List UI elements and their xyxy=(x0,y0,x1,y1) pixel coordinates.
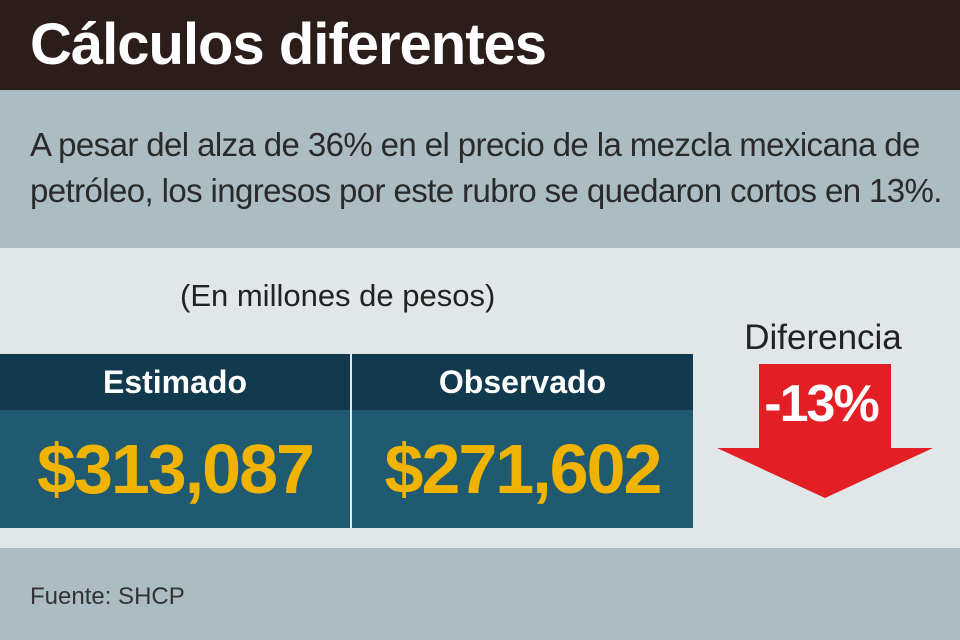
observed-value: $271,602 xyxy=(384,430,663,508)
down-arrow-icon xyxy=(717,364,933,498)
footer-band xyxy=(0,548,960,640)
observed-label: Observado xyxy=(352,354,693,410)
header-bar xyxy=(0,0,960,90)
estimated-value: $313,087 xyxy=(37,430,315,508)
estimated-label: Estimado xyxy=(0,354,350,410)
page-title: Cálculos diferentes xyxy=(30,12,547,77)
source-text: Fuente: SHCP xyxy=(30,583,185,610)
difference-label: Diferencia xyxy=(744,318,902,357)
units-label: (En millones de pesos) xyxy=(180,278,496,313)
subtitle-text: A pesar del alza de 36% en el precio de … xyxy=(30,126,942,209)
difference-value: -13% xyxy=(764,375,879,433)
estimated-box: Estimado $313,087 xyxy=(0,354,350,528)
subtitle-band xyxy=(0,90,960,248)
down-arrow-shape xyxy=(717,364,933,498)
observed-box: Observado $271,602 xyxy=(352,354,693,528)
